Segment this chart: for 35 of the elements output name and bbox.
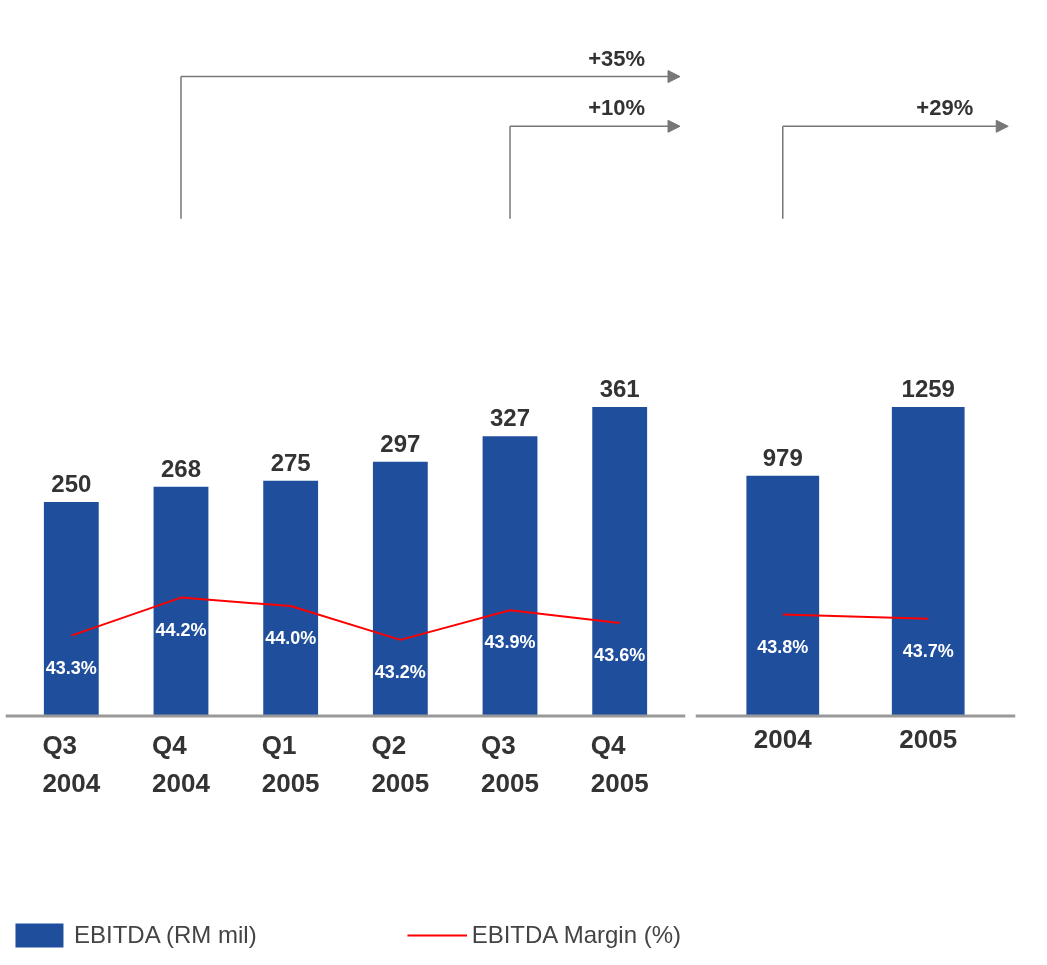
x-tick-label: Q3 2005 [481, 730, 539, 798]
text: +35% [588, 45, 646, 71]
bar [263, 480, 319, 717]
data-label: 268 [160, 454, 202, 482]
x-tick-label: Q3 2004 [42, 730, 101, 798]
data-label: 43.6% [594, 644, 646, 665]
data-label: 43.8% [757, 636, 809, 657]
data-label: 43.7% [902, 640, 954, 661]
data-label: 1259 [901, 375, 955, 403]
data-label: 44.0% [265, 628, 317, 649]
data-label: 250 [51, 470, 92, 498]
legend-label: EBITDA (RM mil) [73, 921, 257, 949]
data-label: 43.2% [374, 661, 426, 682]
legend-label: EBITDA Margin (%) [471, 921, 682, 949]
data-label: 327 [489, 404, 531, 432]
x-tick-label: Q4 2005 [590, 730, 649, 798]
bar [372, 461, 428, 717]
x-tick-label: Q2 2005 [371, 730, 430, 798]
bar [153, 486, 209, 717]
x-tick-label: Q1 2005 [261, 730, 320, 798]
data-label: 297 [380, 429, 421, 457]
bar [43, 502, 99, 717]
data-label: 44.2% [155, 619, 207, 640]
text: +10% [588, 95, 646, 121]
data-label: 275 [270, 448, 311, 476]
data-label: 361 [599, 375, 640, 403]
text: +29% [916, 95, 974, 121]
bar [482, 436, 538, 717]
x-tick-label: 2004 [753, 724, 813, 755]
data-label: 979 [762, 443, 803, 471]
x-tick-label: 2005 [899, 724, 958, 755]
data-label: 43.9% [484, 632, 536, 653]
bar [592, 407, 648, 717]
data-label: 43.3% [45, 657, 97, 678]
x-tick-label: Q4 2004 [152, 730, 211, 798]
